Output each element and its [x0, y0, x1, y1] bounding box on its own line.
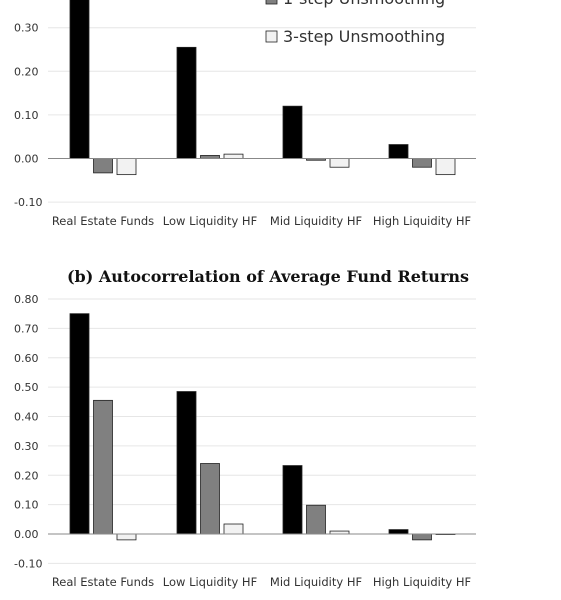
category-label-low-liquidity-hf: Low Liquidity HF	[163, 214, 257, 228]
panel-b-title: (b) Autocorrelation of Average Fund Retu…	[67, 267, 469, 286]
bar-real-estate-funds-series-3	[116, 533, 137, 541]
y-tick-label: 0.00	[14, 153, 39, 166]
bar-high-liquidity-hf-series-2	[412, 158, 432, 168]
bar-mid-liquidity-hf-series-2	[306, 504, 326, 535]
category-label-high-liquidity-hf: High Liquidity HF	[373, 575, 471, 589]
y-tick-label: 0.20	[14, 65, 39, 78]
bar-real-estate-funds-series-2	[93, 399, 113, 535]
bar-mid-liquidity-hf-series-3	[329, 158, 350, 168]
y-tick-label: 0.70	[14, 322, 39, 335]
bar-high-liquidity-hf-series-2	[412, 533, 432, 541]
legend-label-1-step: 1-step Unsmoothing	[283, 0, 445, 8]
bar-low-liquidity-hf-series-1	[176, 391, 197, 535]
bar-mid-liquidity-hf-series-1	[282, 465, 303, 535]
category-label-high-liquidity-hf: High Liquidity HF	[373, 214, 471, 228]
y-tick-label: -0.10	[14, 196, 42, 209]
y-tick-label: -0.10	[14, 557, 42, 570]
y-tick-label: 0.40	[14, 411, 39, 424]
category-label-real-estate-funds: Real Estate Funds	[52, 214, 154, 228]
y-tick-label: 0.80	[14, 293, 39, 306]
y-tick-label: 0.60	[14, 352, 39, 365]
bar-high-liquidity-hf-series-3	[435, 158, 456, 176]
bar-low-liquidity-hf-series-2	[200, 463, 220, 535]
legend-label-3-step: 3-step Unsmoothing	[283, 27, 445, 46]
category-label-mid-liquidity-hf: Mid Liquidity HF	[270, 214, 362, 228]
legend-swatch-1-step	[265, 0, 278, 5]
bar-real-estate-funds-series-3	[116, 158, 137, 176]
bar-low-liquidity-hf-series-3	[223, 523, 244, 535]
panel-a-chart: 0.30 0.20 0.10 0.00 -0.10 Real Estate Funds Lo…	[14, 0, 476, 228]
category-label-real-estate-funds: Real Estate Funds	[52, 575, 154, 589]
y-tick-label: 0.30	[14, 440, 39, 453]
category-label-low-liquidity-hf: Low Liquidity HF	[163, 575, 257, 589]
bar-real-estate-funds-series-1	[69, 0, 90, 159]
y-tick-label: 0.20	[14, 469, 39, 482]
y-tick-label: 0.00	[14, 528, 39, 541]
y-tick-label: 0.10	[14, 109, 39, 122]
bar-high-liquidity-hf-series-1	[388, 144, 409, 159]
legend: 1-step Unsmoothing 3-step Unsmoothing	[265, 0, 445, 46]
bar-mid-liquidity-hf-series-1	[282, 105, 303, 159]
bar-high-liquidity-hf-series-1	[388, 529, 409, 535]
y-tick-label: 0.30	[14, 22, 39, 35]
category-label-mid-liquidity-hf: Mid Liquidity HF	[270, 575, 362, 589]
panel-b-chart: 0.80 0.70 0.60 0.50 0.40 0.30 0.20 0.10 0.00 -0.1…	[14, 293, 476, 589]
bar-real-estate-funds-series-1	[69, 313, 90, 535]
bar-low-liquidity-hf-series-1	[176, 46, 197, 159]
bar-real-estate-funds-series-2	[93, 158, 113, 174]
legend-swatch-3-step	[265, 30, 278, 43]
y-tick-label: 0.50	[14, 381, 39, 394]
bar-low-liquidity-hf-series-3	[223, 153, 244, 159]
y-tick-label: 0.10	[14, 499, 39, 512]
